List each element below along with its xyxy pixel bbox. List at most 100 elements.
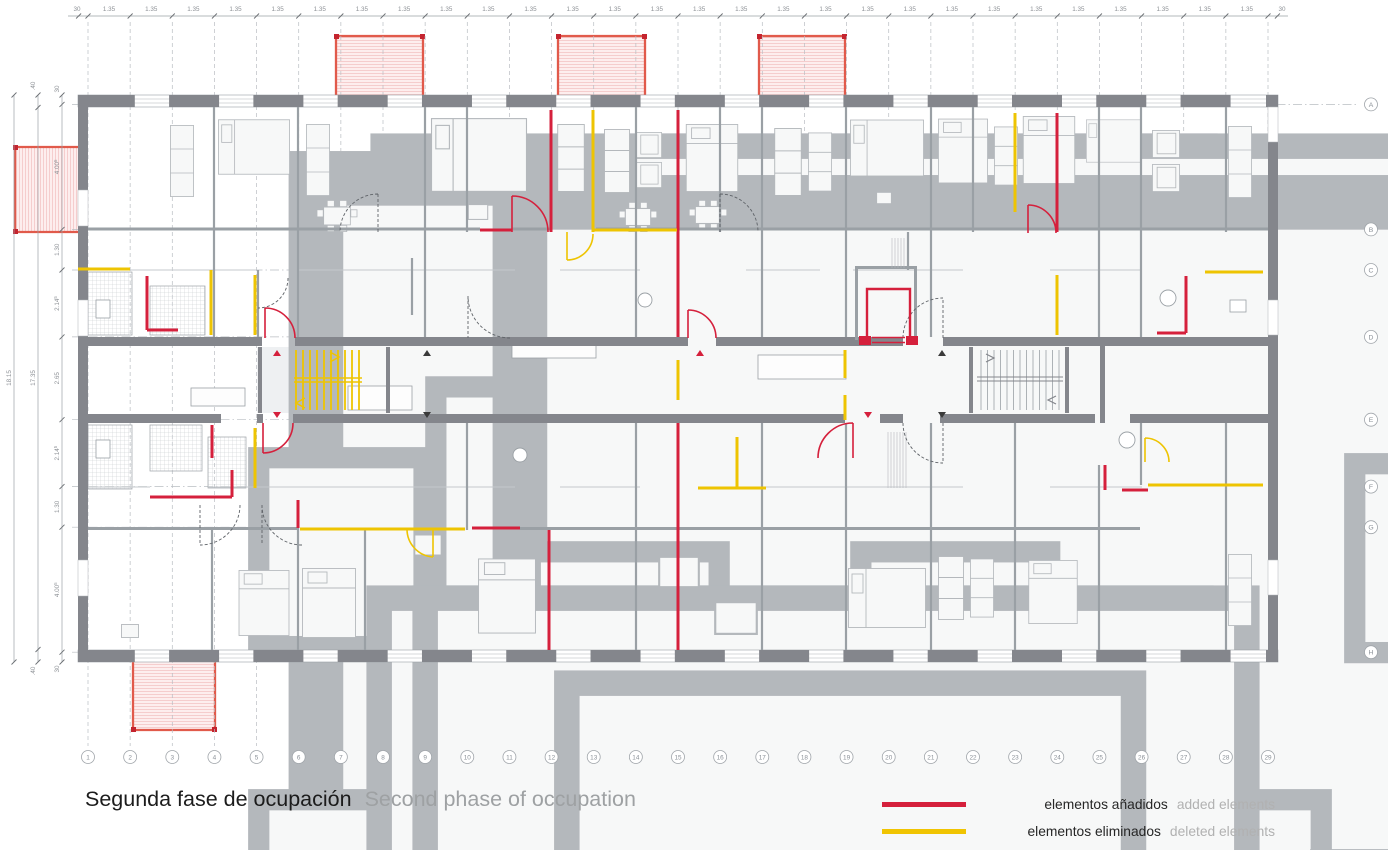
svg-text:G: G (1368, 525, 1373, 532)
grid-bubbles-layer: 1 2 3 4 5 6 7 8 9 10 11 12 13 14 15 16 17 18 19 20 21 22 23 24 2… (81, 97, 1378, 764)
svg-text:13: 13 (590, 754, 598, 761)
added-color-swatch (882, 802, 966, 807)
details-layer (95, 193, 1247, 546)
svg-text:3: 3 (171, 754, 175, 761)
svg-text:23: 23 (1012, 754, 1020, 761)
svg-text:30: 30 (54, 85, 61, 93)
legend-deleted-label-en: deleted elements (1169, 824, 1275, 839)
svg-text:1.35: 1.35 (651, 6, 664, 13)
svg-text:1.35: 1.35 (440, 6, 453, 13)
title-spanish: Segunda fase de ocupación (85, 787, 352, 811)
svg-text:1.35: 1.35 (398, 6, 411, 13)
svg-text:27: 27 (1180, 754, 1188, 761)
svg-text:14: 14 (632, 754, 640, 761)
svg-text:8: 8 (381, 754, 385, 761)
walls-layer (77, 94, 1279, 663)
svg-text:2.65: 2.65 (54, 372, 61, 385)
svg-text:E: E (1369, 417, 1374, 424)
legend-item-added: elementos añadidos added elements (882, 794, 1275, 815)
svg-text:21: 21 (927, 754, 935, 761)
svg-text:28: 28 (1222, 754, 1230, 761)
svg-text:1.35: 1.35 (1199, 6, 1212, 13)
svg-text:B: B (1369, 227, 1374, 234)
legend: elementos añadidos added elements elemen… (882, 794, 1275, 848)
svg-text:1.35: 1.35 (904, 6, 917, 13)
svg-text:1.35: 1.35 (187, 6, 200, 13)
svg-text:1.35: 1.35 (1241, 6, 1254, 13)
svg-text:2.145: 2.145 (53, 296, 61, 311)
svg-text:F: F (1369, 484, 1373, 491)
svg-text:.40: .40 (30, 666, 37, 675)
svg-text:4.005: 4.005 (53, 159, 61, 174)
legend-item-deleted: elementos eliminados deleted elements (882, 821, 1275, 842)
svg-text:30: 30 (73, 6, 81, 13)
svg-text:1.35: 1.35 (524, 6, 537, 13)
svg-text:1.35: 1.35 (356, 6, 369, 13)
svg-text:1.35: 1.35 (314, 6, 327, 13)
svg-text:1.35: 1.35 (229, 6, 242, 13)
svg-text:1.35: 1.35 (1030, 6, 1043, 13)
furniture-layer (120, 116, 1388, 850)
svg-text:1.35: 1.35 (862, 6, 875, 13)
svg-text:1.35: 1.35 (145, 6, 158, 13)
legend-added-label-en: added elements (1176, 797, 1275, 812)
svg-text:17: 17 (759, 754, 767, 761)
svg-text:1.35: 1.35 (272, 6, 285, 13)
svg-text:4: 4 (213, 754, 217, 761)
added-deleted-elements-layer (78, 110, 1263, 650)
svg-text:1.35: 1.35 (609, 6, 622, 13)
svg-text:16: 16 (717, 754, 725, 761)
svg-text:20: 20 (885, 754, 893, 761)
svg-text:12: 12 (548, 754, 556, 761)
svg-text:D: D (1369, 334, 1374, 341)
svg-text:11: 11 (506, 754, 513, 761)
svg-text:1.35: 1.35 (1157, 6, 1170, 13)
svg-text:2: 2 (128, 754, 132, 761)
svg-text:5: 5 (255, 754, 259, 761)
svg-text:1.30: 1.30 (54, 500, 61, 513)
svg-text:1.35: 1.35 (777, 6, 790, 13)
svg-text:1.35: 1.35 (988, 6, 1001, 13)
svg-text:1.35: 1.35 (103, 6, 116, 13)
legend-added-label-es: elementos añadidos (1044, 797, 1168, 812)
svg-text:25: 25 (1096, 754, 1104, 761)
title-english: Second phase of occupation (364, 787, 636, 811)
svg-text:.40: .40 (30, 81, 37, 90)
svg-text:30: 30 (1278, 6, 1286, 13)
svg-text:H: H (1369, 650, 1374, 657)
svg-text:1.35: 1.35 (735, 6, 748, 13)
svg-text:26: 26 (1138, 754, 1146, 761)
svg-text:24: 24 (1054, 754, 1062, 761)
svg-text:1.35: 1.35 (946, 6, 959, 13)
svg-text:1.35: 1.35 (1072, 6, 1085, 13)
svg-text:10: 10 (464, 754, 472, 761)
svg-text:1.35: 1.35 (1114, 6, 1127, 13)
svg-text:2.145: 2.145 (53, 445, 61, 460)
svg-text:29: 29 (1264, 754, 1272, 761)
svg-text:30: 30 (54, 665, 61, 673)
svg-text:1: 1 (86, 754, 90, 761)
legend-deleted-label-es: elementos eliminados (1027, 824, 1161, 839)
svg-text:9: 9 (423, 754, 427, 761)
deleted-color-swatch (882, 829, 966, 834)
svg-text:19: 19 (843, 754, 851, 761)
svg-text:17.35: 17.35 (30, 370, 37, 386)
svg-text:1.35: 1.35 (567, 6, 580, 13)
svg-text:22: 22 (969, 754, 977, 761)
svg-text:1.35: 1.35 (693, 6, 706, 13)
svg-text:C: C (1369, 267, 1374, 274)
svg-text:18.15: 18.15 (6, 370, 13, 386)
svg-text:1.35: 1.35 (482, 6, 495, 13)
drawing-title: Segunda fase de ocupación Second phase of… (85, 787, 636, 812)
svg-text:4.005: 4.005 (53, 582, 61, 597)
svg-text:15: 15 (674, 754, 682, 761)
svg-text:7: 7 (339, 754, 343, 761)
svg-text:6: 6 (297, 754, 301, 761)
svg-text:1.35: 1.35 (819, 6, 832, 13)
svg-text:1.30: 1.30 (54, 243, 61, 256)
svg-text:18: 18 (801, 754, 809, 761)
dimensions-layer: 30 1.35 1.35 1.35 1.35 1.35 1.35 1.35 1.35 1.35 1.… (6, 6, 1288, 675)
svg-text:A: A (1369, 102, 1374, 109)
